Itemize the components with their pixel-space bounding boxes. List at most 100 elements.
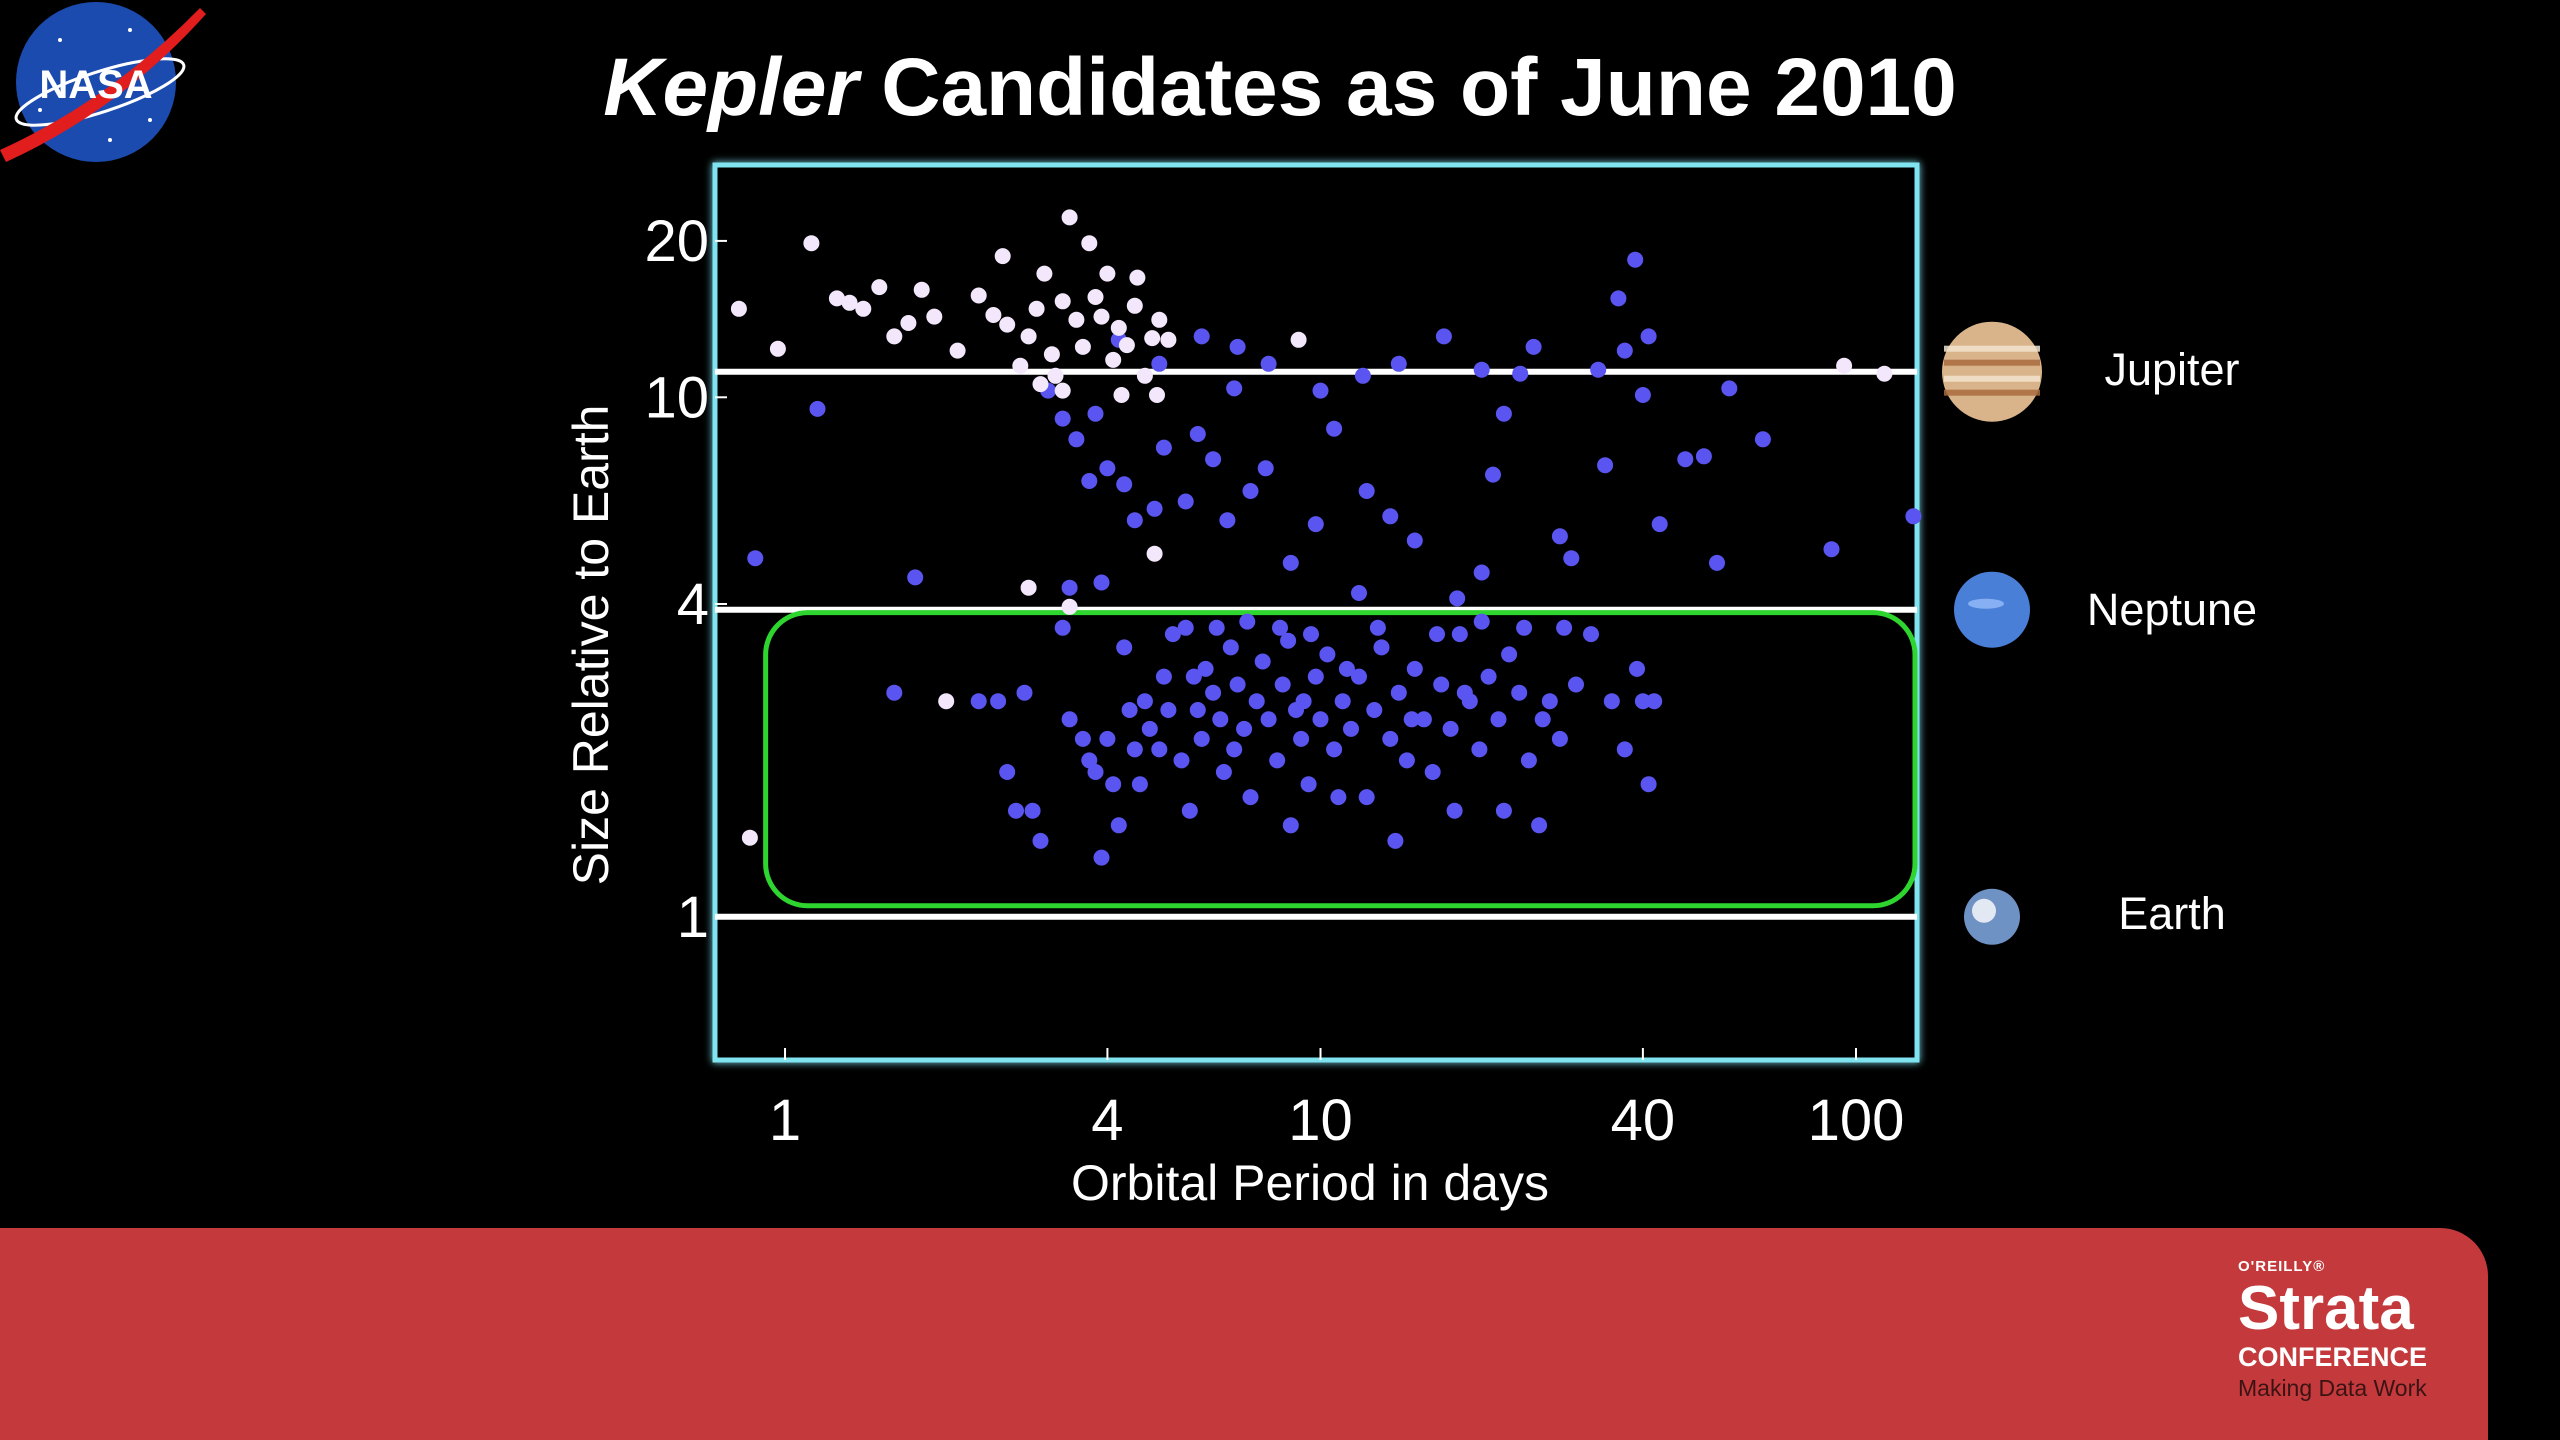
data-point	[1836, 357, 1853, 374]
y-tick-label: 1	[677, 885, 709, 950]
data-point	[1155, 439, 1172, 456]
data-point	[1068, 431, 1085, 448]
data-point	[1151, 311, 1168, 328]
data-point	[1061, 579, 1078, 596]
data-point	[1012, 357, 1029, 374]
data-point	[1126, 741, 1143, 758]
data-point	[926, 308, 943, 325]
reference-lines	[715, 368, 1917, 920]
data-point	[1358, 483, 1375, 499]
data-point	[1473, 613, 1490, 630]
data-point	[1651, 516, 1668, 533]
data-point	[1205, 684, 1222, 701]
data-point	[1181, 802, 1198, 819]
data-point	[999, 764, 1016, 780]
y-axis-label: Size Relative to Earth	[563, 405, 619, 886]
data-point	[1501, 646, 1518, 663]
scatter-chart: 1 4 10 40 100 1 4 10 20 Orbital Period in days S…	[563, 162, 2042, 1211]
data-point	[1061, 711, 1078, 728]
habitable-size-highlight	[763, 610, 1918, 909]
data-point	[994, 248, 1011, 265]
data-point	[1061, 209, 1078, 226]
data-point	[1116, 476, 1133, 493]
data-point	[1105, 776, 1122, 793]
data-point	[1226, 380, 1243, 397]
data-point	[1160, 331, 1177, 348]
data-point	[1424, 764, 1441, 780]
data-point	[1876, 365, 1893, 382]
data-point	[1254, 653, 1271, 670]
data-point	[1110, 319, 1127, 336]
data-point	[985, 307, 1002, 323]
data-point	[1330, 789, 1347, 806]
data-point	[1490, 711, 1507, 728]
data-point	[1823, 541, 1840, 558]
data-point	[1495, 802, 1512, 819]
data-point	[1629, 660, 1645, 677]
y-tick-label: 10	[644, 365, 709, 430]
data-point	[855, 300, 872, 317]
data-point	[1525, 338, 1542, 355]
x-tick-label: 10	[1288, 1088, 1353, 1153]
data-point	[1583, 626, 1599, 643]
data-point	[1118, 337, 1135, 354]
jupiter-icon	[1942, 321, 2042, 422]
data-point	[1242, 483, 1259, 499]
data-point	[1382, 730, 1399, 747]
data-point	[1099, 265, 1116, 282]
data-point	[970, 693, 987, 710]
data-point	[1295, 693, 1312, 710]
data-point	[1677, 451, 1694, 468]
data-point	[1141, 720, 1158, 737]
data-point	[1473, 361, 1490, 378]
data-point	[1105, 351, 1122, 368]
y-tick-label: 20	[644, 209, 709, 274]
data-point	[1136, 693, 1153, 710]
data-point	[1226, 741, 1243, 758]
data-point	[1110, 817, 1127, 834]
data-point	[1343, 720, 1359, 737]
data-point	[1173, 752, 1190, 769]
data-point	[1471, 741, 1488, 758]
data-point	[1556, 619, 1573, 636]
data-point	[1087, 405, 1104, 422]
data-point	[1721, 380, 1738, 397]
data-point	[1212, 711, 1229, 728]
data-point	[1616, 342, 1633, 359]
data-point	[1016, 684, 1033, 701]
data-point	[1456, 684, 1473, 701]
data-point	[1146, 500, 1163, 517]
data-point	[1257, 460, 1274, 477]
data-point	[828, 290, 845, 307]
data-point	[1326, 741, 1343, 758]
data-point	[1590, 361, 1607, 378]
data-point	[1351, 585, 1367, 601]
data-point	[1754, 431, 1771, 448]
data-point	[1081, 473, 1098, 489]
axis-ticks: 1 4 10 40 100 1 4 10 20	[644, 209, 1904, 1153]
data-point	[1193, 730, 1210, 747]
data-point	[1319, 646, 1336, 663]
title-italic: Kepler	[603, 42, 859, 133]
data-point	[1121, 702, 1138, 718]
data-point	[1640, 328, 1657, 345]
data-point	[1480, 668, 1497, 685]
data-point	[1640, 776, 1657, 793]
data-point	[1433, 676, 1450, 693]
data-point	[1177, 493, 1194, 510]
data-point	[1516, 619, 1533, 636]
data-point	[1126, 297, 1143, 314]
data-point	[1043, 346, 1060, 363]
data-point	[1068, 311, 1085, 328]
y-tick-label: 4	[677, 572, 709, 637]
tagline-label: Making Data Work	[2238, 1375, 2427, 1401]
data-point	[1280, 632, 1297, 649]
data-point	[1307, 516, 1324, 533]
data-point	[1429, 626, 1445, 643]
planet-icons	[1942, 321, 2042, 945]
data-point	[1151, 741, 1168, 758]
data-point	[1215, 764, 1232, 780]
data-point	[1382, 508, 1399, 525]
data-point	[1551, 528, 1568, 545]
data-point	[886, 684, 903, 701]
